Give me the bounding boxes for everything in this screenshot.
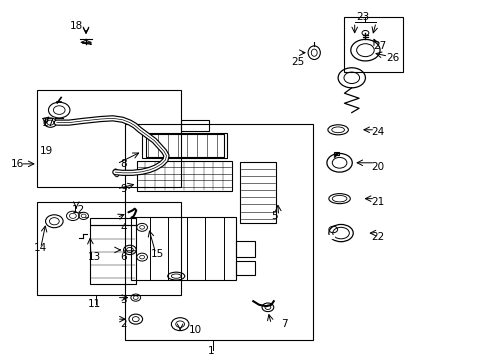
Bar [37, 202, 181, 295]
Bar [90, 225, 136, 284]
Text: 15: 15 [151, 248, 164, 258]
Text: 11: 11 [87, 299, 101, 309]
Text: 5: 5 [271, 211, 277, 221]
Text: 8: 8 [120, 159, 126, 169]
Bar [236, 241, 254, 257]
Text: 16: 16 [10, 159, 23, 169]
Bar [125, 125, 312, 339]
Text: 6: 6 [120, 252, 126, 262]
Bar [236, 261, 254, 275]
Bar [181, 120, 209, 131]
Text: 12: 12 [71, 206, 84, 216]
Text: 24: 24 [370, 127, 384, 136]
Text: 9: 9 [120, 184, 126, 194]
Text: 20: 20 [370, 162, 384, 172]
Text: 13: 13 [87, 252, 101, 262]
Bar [137, 161, 232, 191]
Text: 1: 1 [207, 346, 214, 356]
Bar [344, 17, 402, 72]
Text: 23: 23 [356, 12, 369, 22]
Text: 7: 7 [281, 319, 287, 329]
Text: 27: 27 [373, 41, 386, 50]
Text: 4: 4 [120, 224, 126, 233]
Text: 25: 25 [290, 57, 304, 67]
Text: 22: 22 [370, 232, 384, 242]
Text: 3: 3 [120, 295, 126, 305]
Text: 2: 2 [120, 319, 126, 329]
Bar [146, 134, 224, 157]
Text: 21: 21 [370, 197, 384, 207]
Bar [333, 152, 338, 155]
Text: 18: 18 [70, 21, 83, 31]
Text: 14: 14 [34, 243, 47, 253]
Text: 17: 17 [42, 118, 55, 128]
Bar [239, 162, 276, 223]
Text: 10: 10 [188, 325, 201, 335]
Bar [90, 219, 136, 225]
Bar [142, 133, 227, 158]
Bar [131, 217, 236, 280]
Text: 19: 19 [40, 146, 53, 156]
Text: 26: 26 [385, 53, 398, 63]
Bar [37, 90, 181, 187]
